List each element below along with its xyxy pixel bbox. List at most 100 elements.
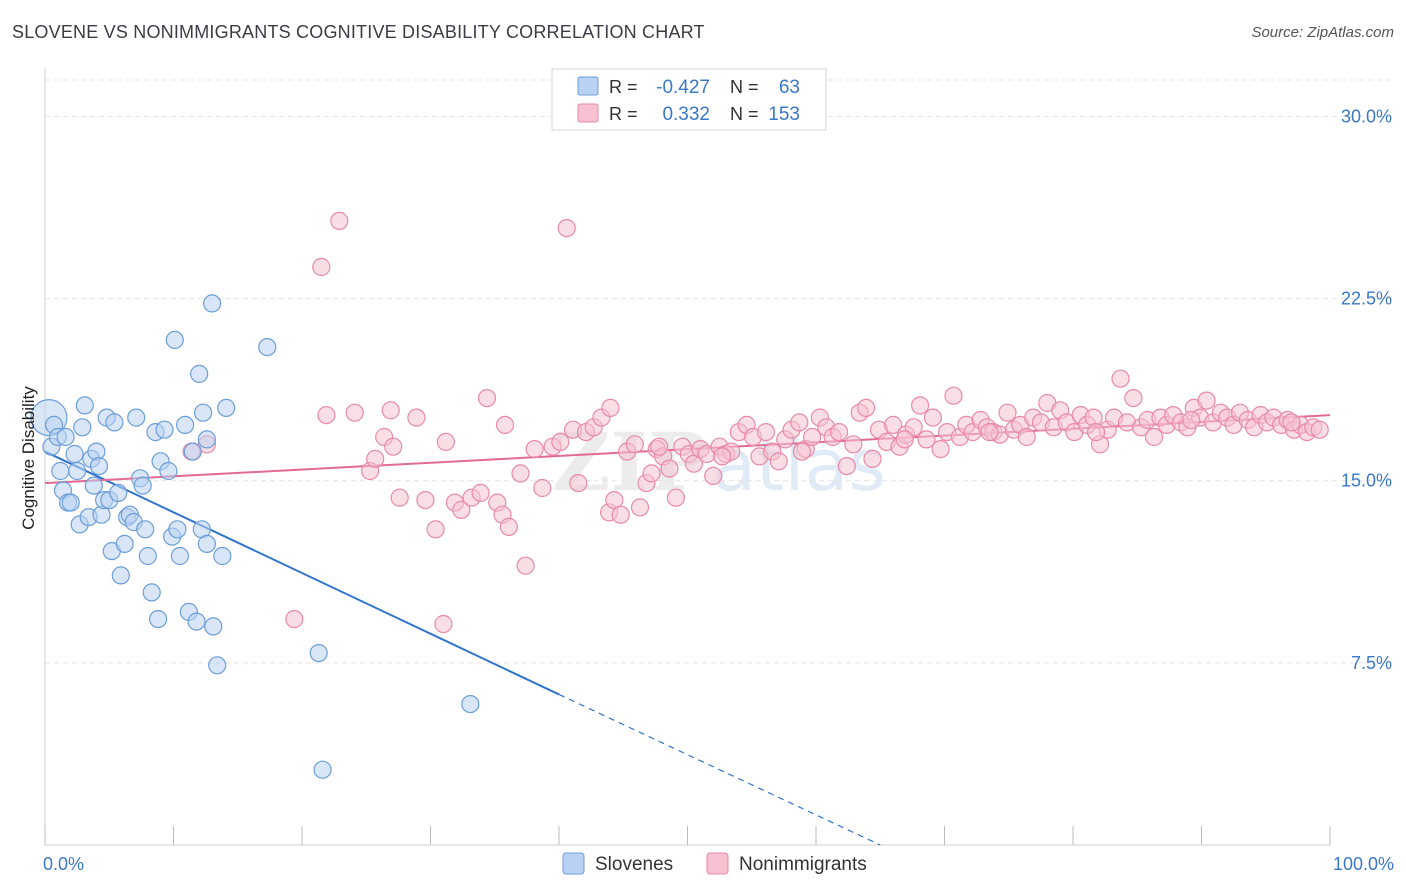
stats-swatch-nonimmigrants: [577, 103, 599, 123]
point-slovenes: [309, 643, 328, 663]
stats-n-value-1: 63: [779, 77, 800, 98]
point-nonimmigrants: [551, 432, 570, 451]
point-nonimmigrants: [660, 459, 679, 478]
point-nonimmigrants: [863, 449, 882, 468]
point-nonimmigrants: [666, 488, 686, 507]
point-nonimmigrants: [1310, 420, 1329, 439]
point-nonimmigrants: [511, 464, 530, 483]
point-slovenes: [258, 338, 277, 357]
point-nonimmigrants: [416, 491, 435, 510]
x-tick-label-min: 0.0%: [43, 854, 84, 874]
point-nonimmigrants: [829, 423, 849, 442]
point-slovenes: [65, 444, 84, 464]
point-slovenes: [73, 418, 92, 437]
point-nonimmigrants: [345, 403, 364, 422]
point-slovenes: [183, 442, 202, 461]
grid-lines: [45, 79, 1392, 664]
point-slovenes: [170, 546, 189, 566]
y-tick-label: 7.5%: [1351, 653, 1392, 673]
point-slovenes: [165, 330, 184, 349]
y-tick-label: 30.0%: [1341, 106, 1392, 126]
point-nonimmigrants: [525, 440, 544, 459]
point-nonimmigrants: [998, 403, 1017, 422]
point-nonimmigrants: [611, 505, 630, 524]
point-nonimmigrants: [426, 520, 445, 539]
trend-line-slovenes: [44, 450, 560, 696]
point-nonimmigrants: [471, 483, 490, 502]
point-nonimmigrants: [790, 413, 809, 432]
point-slovenes: [61, 493, 80, 512]
point-nonimmigrants: [837, 457, 856, 476]
point-nonimmigrants: [434, 614, 453, 634]
point-nonimmigrants: [477, 389, 497, 408]
point-nonimmigrants: [1124, 389, 1143, 408]
point-slovenes: [84, 476, 103, 495]
point-nonimmigrants: [904, 418, 923, 437]
point-slovenes: [204, 617, 223, 636]
point-slovenes: [136, 520, 155, 539]
point-nonimmigrants: [1197, 391, 1216, 410]
point-nonimmigrants: [499, 517, 518, 537]
point-slovenes: [142, 583, 161, 602]
point-nonimmigrants: [931, 440, 950, 459]
point-slovenes: [168, 520, 187, 539]
y-axis-title: Cognitive Disability: [19, 386, 38, 530]
point-slovenes: [155, 420, 174, 439]
point-nonimmigrants: [917, 430, 936, 449]
point-nonimmigrants: [569, 474, 588, 493]
point-nonimmigrants: [630, 498, 650, 517]
legend-label-slovenes: Slovenes: [595, 854, 673, 875]
point-slovenes: [89, 457, 109, 476]
tick-labels: 7.5% 15.0% 22.5% 30.0% 0.0% 100.0%: [43, 106, 1394, 874]
point-nonimmigrants: [704, 466, 723, 485]
chart-title: SLOVENE VS NONIMMIGRANTS COGNITIVE DISAB…: [12, 22, 705, 42]
legend-swatch-nonimmigrants: [706, 852, 729, 875]
point-slovenes: [127, 408, 146, 427]
chart-source: Source: ZipAtlas.com: [1251, 24, 1394, 41]
point-slovenes: [217, 398, 236, 417]
point-nonimmigrants: [944, 386, 963, 405]
point-nonimmigrants: [533, 478, 552, 498]
point-slovenes: [109, 483, 128, 502]
x-tick-label-max: 100.0%: [1333, 854, 1394, 874]
stats-box: R = -0.427 N = 63 R = 0.332 N = 153: [551, 68, 827, 131]
point-slovenes: [194, 403, 213, 422]
point-nonimmigrants: [557, 219, 576, 238]
point-slovenes: [176, 415, 195, 434]
point-slovenes: [208, 656, 227, 675]
point-slovenes: [159, 461, 178, 481]
point-nonimmigrants: [1086, 423, 1106, 442]
point-slovenes: [190, 364, 209, 383]
point-slovenes: [461, 694, 480, 714]
point-nonimmigrants: [792, 442, 812, 461]
legend: Slovenes Nonimmigrants: [562, 852, 867, 875]
point-nonimmigrants: [980, 423, 999, 442]
point-slovenes: [197, 430, 216, 449]
point-nonimmigrants: [407, 408, 426, 427]
point-slovenes: [111, 566, 130, 585]
point-nonimmigrants: [285, 609, 304, 629]
point-nonimmigrants: [769, 452, 788, 471]
point-slovenes: [133, 476, 152, 495]
stats-r-label-2: R =: [609, 104, 638, 124]
legend-label-nonimmigrants: Nonimmigrants: [739, 854, 867, 875]
point-nonimmigrants: [923, 408, 943, 427]
point-nonimmigrants: [516, 556, 535, 575]
stats-r-label-1: R =: [609, 77, 638, 97]
point-slovenes: [51, 461, 70, 481]
point-nonimmigrants: [1182, 410, 1201, 430]
axes: [44, 68, 1331, 846]
point-nonimmigrants: [317, 406, 336, 425]
point-nonimmigrants: [1111, 369, 1130, 388]
stats-swatch-slovenes: [577, 76, 599, 96]
point-slovenes: [67, 461, 87, 481]
point-slovenes: [313, 760, 332, 779]
point-nonimmigrants: [910, 396, 930, 415]
point-slovenes: [115, 534, 134, 554]
point-nonimmigrants: [390, 488, 409, 507]
point-slovenes: [138, 546, 157, 566]
data-points: [30, 211, 1329, 779]
stats-n-value-2: 153: [768, 104, 800, 125]
point-nonimmigrants: [650, 437, 669, 456]
